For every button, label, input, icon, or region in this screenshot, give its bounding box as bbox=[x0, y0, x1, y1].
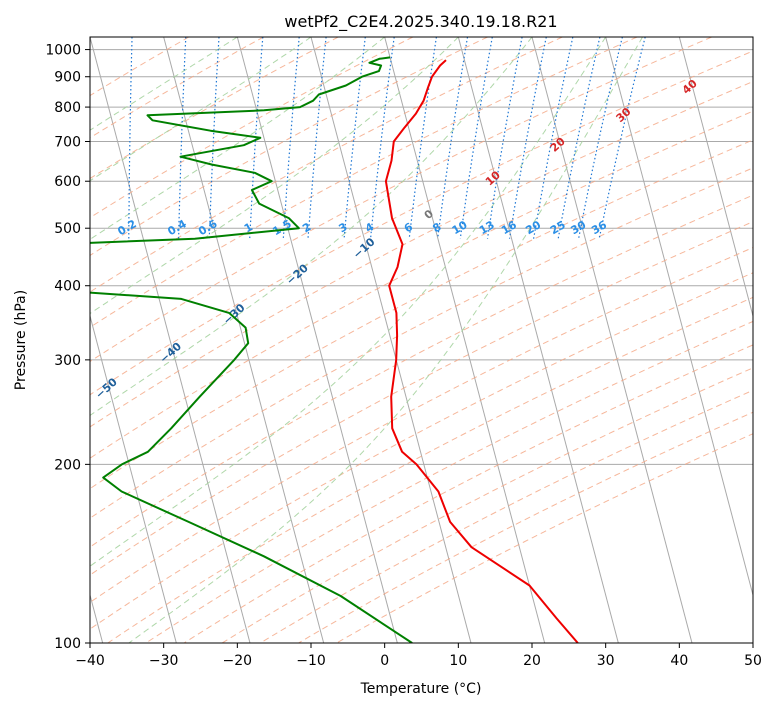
mixing-ratio-line bbox=[578, 37, 623, 239]
y-axis: 100 200 300 400 500 600 700 800 900 1000 bbox=[45, 43, 90, 652]
mixing-ratio-line bbox=[370, 37, 395, 239]
y-tick-label: 500 bbox=[54, 221, 81, 237]
dry-adiabat-line bbox=[260, 389, 753, 643]
isotherm-line bbox=[384, 37, 546, 643]
y-tick-label: 400 bbox=[54, 279, 81, 295]
isotherm-line bbox=[90, 37, 251, 643]
isotherm-line bbox=[236, 37, 398, 643]
y-tick-label: 900 bbox=[54, 70, 81, 86]
moist-adiabat-line bbox=[128, 37, 643, 643]
mixing-ratio-line bbox=[178, 37, 187, 239]
dry-adiabat-line bbox=[90, 50, 753, 396]
x-tick-label: 20 bbox=[523, 653, 541, 669]
x-axis: −40 −30 −20 −10 0 10 20 30 40 50 bbox=[75, 643, 762, 669]
mixing-ratio-line bbox=[282, 37, 300, 239]
dry-adiabat-line bbox=[221, 367, 753, 643]
dry-adiabat-line bbox=[145, 320, 753, 643]
isotherm-line bbox=[90, 314, 177, 643]
dry-adiabat-line bbox=[90, 110, 753, 459]
dry-adiabat-line bbox=[90, 37, 712, 363]
y-axis-label: Pressure (hPa) bbox=[13, 290, 29, 390]
y-tick-label: 300 bbox=[54, 353, 81, 369]
moist-adiabat-line bbox=[90, 37, 385, 240]
x-tick-label: 50 bbox=[744, 653, 762, 669]
profile-series bbox=[90, 56, 579, 643]
x-tick-label: 30 bbox=[597, 653, 615, 669]
mixing-ratio-line bbox=[598, 37, 646, 239]
mixing-ratio-line bbox=[343, 37, 366, 239]
moist-adiabat-line bbox=[90, 37, 459, 315]
isotherm-line bbox=[605, 37, 753, 597]
moist-adiabat-line bbox=[90, 37, 312, 182]
mixing-ratio-label: 0.1 bbox=[69, 217, 92, 238]
dry-adiabat-line bbox=[298, 411, 753, 643]
isotherm-line bbox=[531, 37, 693, 643]
x-tick-label: 40 bbox=[670, 653, 688, 669]
mixing-ratio-line bbox=[208, 37, 220, 239]
x-tick-label: 0 bbox=[380, 653, 389, 669]
y-tick-label: 1000 bbox=[45, 43, 81, 59]
mixing-ratio-line bbox=[307, 37, 327, 239]
y-tick-label: 100 bbox=[54, 636, 81, 652]
y-tick-label: 700 bbox=[54, 134, 81, 150]
isotherm-line bbox=[310, 37, 472, 643]
x-tick-label: −10 bbox=[296, 653, 326, 669]
x-tick-label: 10 bbox=[449, 653, 467, 669]
x-tick-label: −40 bbox=[75, 653, 105, 669]
temperature-line bbox=[384, 59, 579, 643]
background-lines bbox=[90, 37, 753, 643]
dry-adiabat-line bbox=[90, 37, 414, 219]
dry-adiabat-line bbox=[183, 344, 753, 643]
dry-adiabat-line bbox=[90, 80, 753, 428]
moist-adiabat-line bbox=[90, 37, 533, 417]
chart-title: wetPf2_C2E4.2025.340.19.18.R21 bbox=[284, 12, 557, 32]
x-axis-label: Temperature (°C) bbox=[360, 681, 482, 697]
dewpoint-line bbox=[90, 56, 413, 643]
x-tick-label: −30 bbox=[149, 653, 179, 669]
x-tick-label: −20 bbox=[223, 653, 253, 669]
isotherm-line bbox=[457, 37, 619, 643]
y-tick-label: 800 bbox=[54, 100, 81, 116]
moist-adiabat-line bbox=[90, 37, 607, 567]
y-tick-label: 200 bbox=[54, 457, 81, 473]
dry-adiabat-line bbox=[336, 433, 753, 643]
mixing-ratio-line bbox=[128, 37, 133, 239]
plot-frame bbox=[89, 36, 754, 644]
isotherm-line bbox=[163, 37, 325, 643]
y-tick-label: 600 bbox=[54, 174, 81, 190]
isotherm-line bbox=[678, 37, 753, 318]
